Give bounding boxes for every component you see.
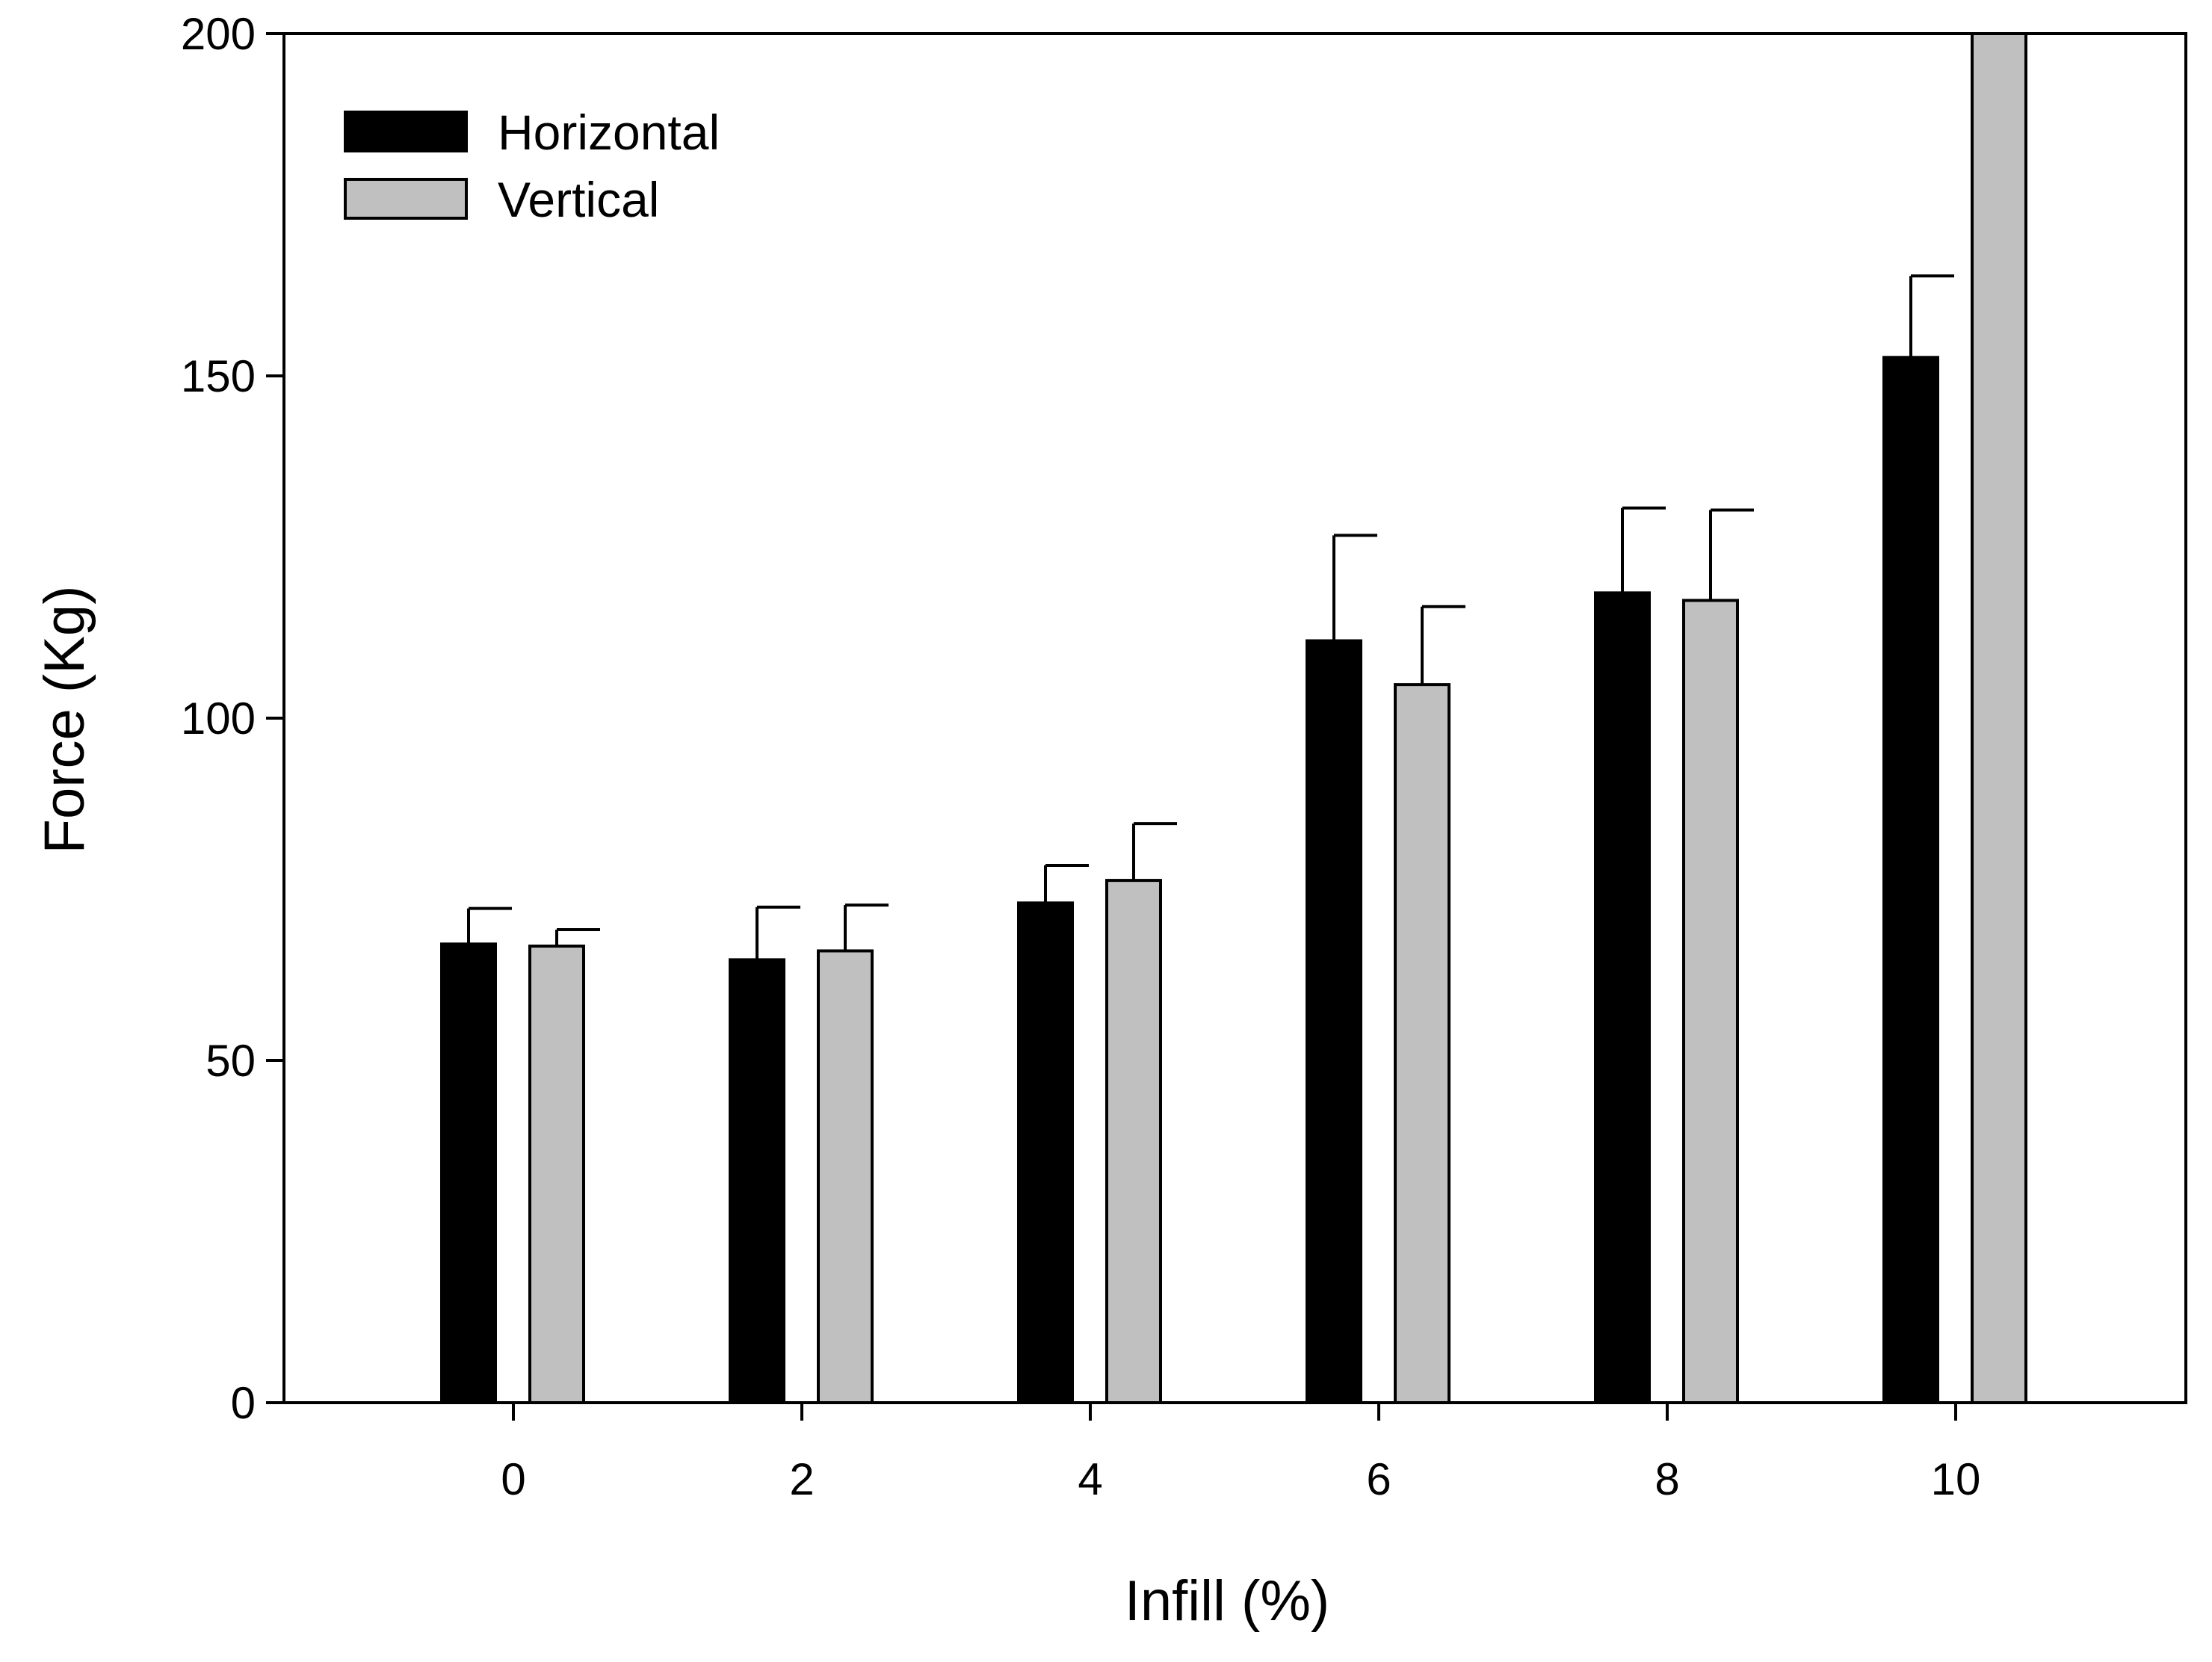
- legend-swatch-horizontal: [344, 111, 468, 152]
- bar-vertical-8: [1682, 599, 1739, 1404]
- y-axis: 0 50 100 150 200: [181, 9, 284, 1428]
- y-axis-title: Force (Kg): [33, 586, 96, 854]
- bar-vertical-4: [1105, 879, 1162, 1405]
- bar-horizontal-10: [1882, 356, 1939, 1405]
- x-tick-label-8: 8: [1655, 1454, 1679, 1504]
- legend: Horizontal Vertical: [344, 105, 720, 227]
- x-axis: 0 2 4 6 8 10: [501, 1403, 1980, 1504]
- legend-swatch-vertical: [344, 178, 468, 220]
- y-tick-label-200: 200: [181, 9, 256, 59]
- bars-layer: [440, 32, 2027, 1405]
- bar-horizontal-0: [440, 942, 497, 1404]
- bar-vertical-0: [528, 945, 585, 1404]
- y-tick-label-0: 0: [231, 1378, 256, 1428]
- legend-label-vertical: Vertical: [498, 172, 659, 227]
- y-tick-label-100: 100: [181, 693, 256, 744]
- bar-vertical-2: [817, 949, 874, 1404]
- x-tick-label-2: 2: [789, 1454, 814, 1504]
- y-tick-label-50: 50: [206, 1036, 256, 1086]
- bar-horizontal-4: [1017, 901, 1074, 1404]
- bar-vertical-10: [1971, 32, 2027, 1404]
- x-tick-label-4: 4: [1078, 1454, 1102, 1504]
- legend-label-horizontal: Horizontal: [498, 105, 720, 160]
- bar-horizontal-6: [1306, 639, 1362, 1404]
- bar-horizontal-8: [1594, 591, 1651, 1405]
- y-tick-label-150: 150: [181, 351, 256, 401]
- x-axis-title: Infill (%): [1125, 1569, 1329, 1633]
- x-tick-label-0: 0: [501, 1454, 525, 1504]
- bar-vertical-6: [1394, 683, 1451, 1404]
- error-bars-layer: [467, 274, 1954, 960]
- bar-horizontal-2: [729, 958, 785, 1404]
- x-tick-label-6: 6: [1366, 1454, 1391, 1504]
- x-tick-label-10: 10: [1931, 1454, 1981, 1504]
